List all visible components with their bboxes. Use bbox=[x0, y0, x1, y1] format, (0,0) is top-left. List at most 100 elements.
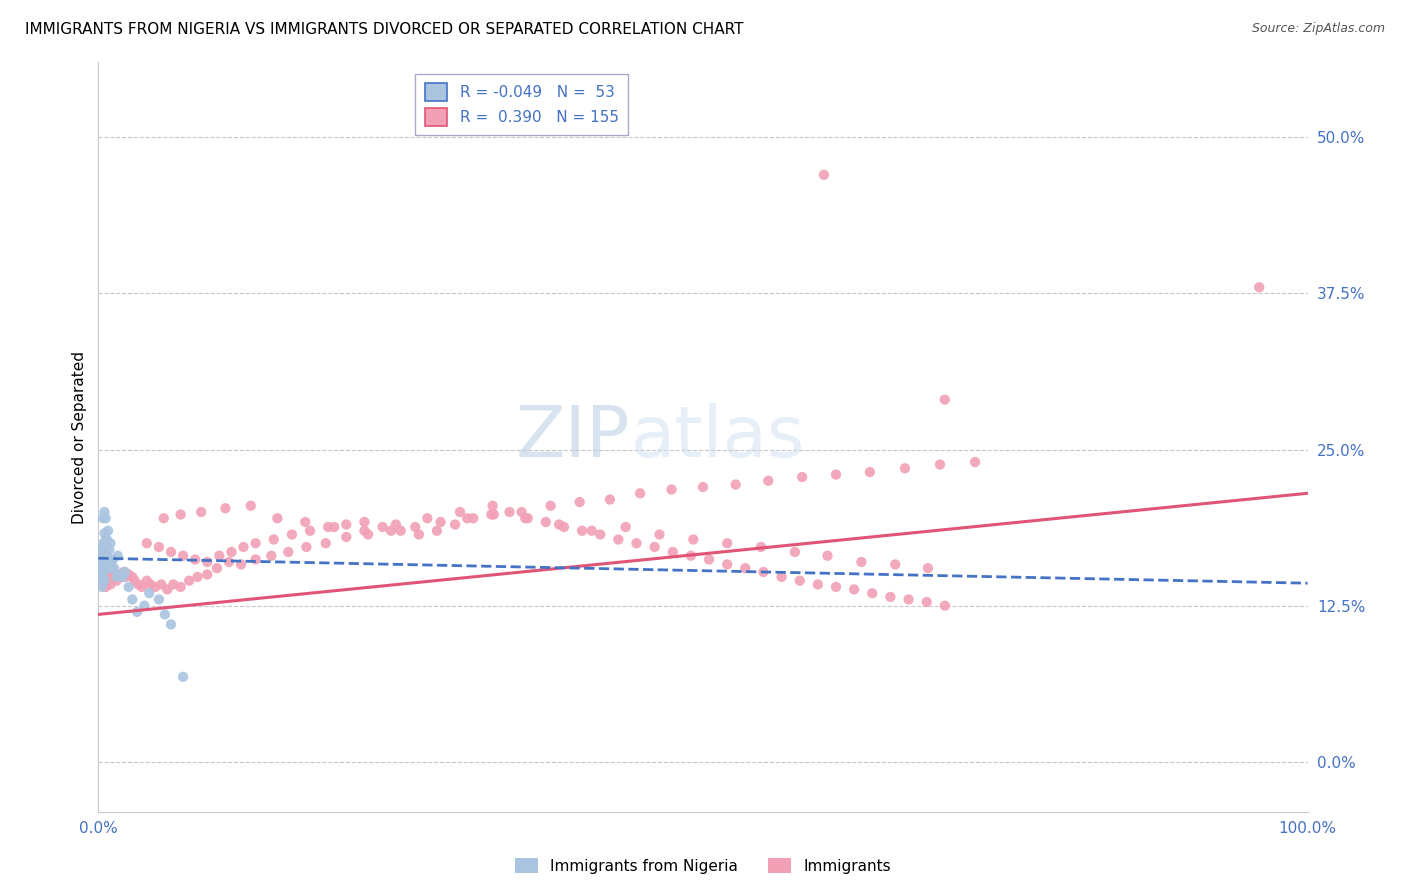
Point bbox=[456, 511, 478, 525]
Point bbox=[648, 527, 671, 541]
Point bbox=[389, 524, 412, 538]
Point bbox=[205, 561, 228, 575]
Point bbox=[91, 570, 114, 584]
Legend: Immigrants from Nigeria, Immigrants: Immigrants from Nigeria, Immigrants bbox=[509, 852, 897, 880]
Point bbox=[195, 555, 218, 569]
Point bbox=[97, 558, 120, 572]
Point bbox=[263, 533, 285, 547]
Point bbox=[825, 467, 848, 482]
Text: IMMIGRANTS FROM NIGERIA VS IMMIGRANTS DIVORCED OR SEPARATED CORRELATION CHART: IMMIGRANTS FROM NIGERIA VS IMMIGRANTS DI… bbox=[25, 22, 744, 37]
Point bbox=[813, 168, 835, 182]
Point bbox=[245, 536, 267, 550]
Point bbox=[548, 517, 571, 532]
Point bbox=[626, 536, 648, 550]
Point bbox=[94, 561, 117, 575]
Point bbox=[607, 533, 630, 547]
Point bbox=[416, 511, 439, 525]
Point bbox=[644, 540, 666, 554]
Point bbox=[89, 570, 111, 584]
Point bbox=[98, 565, 121, 579]
Point bbox=[716, 558, 738, 572]
Point bbox=[859, 465, 882, 479]
Point bbox=[91, 577, 114, 591]
Point bbox=[482, 508, 505, 522]
Point bbox=[179, 574, 201, 588]
Point bbox=[100, 561, 122, 575]
Point bbox=[138, 586, 160, 600]
Point bbox=[195, 567, 218, 582]
Point bbox=[127, 605, 149, 619]
Point bbox=[408, 527, 430, 541]
Point bbox=[143, 580, 166, 594]
Point bbox=[357, 527, 380, 541]
Y-axis label: Divorced or Separated: Divorced or Separated bbox=[72, 351, 87, 524]
Point bbox=[101, 570, 124, 584]
Point bbox=[162, 577, 184, 591]
Point bbox=[139, 577, 162, 591]
Point bbox=[783, 545, 806, 559]
Point bbox=[93, 545, 115, 559]
Point bbox=[353, 524, 375, 538]
Point bbox=[752, 565, 775, 579]
Point bbox=[89, 555, 111, 569]
Point bbox=[614, 520, 637, 534]
Point bbox=[91, 558, 114, 572]
Point bbox=[380, 524, 402, 538]
Point bbox=[91, 580, 114, 594]
Point bbox=[90, 567, 112, 582]
Point bbox=[929, 458, 952, 472]
Text: ZIP: ZIP bbox=[516, 402, 630, 472]
Point bbox=[294, 515, 316, 529]
Point bbox=[568, 495, 591, 509]
Point bbox=[516, 511, 538, 525]
Point bbox=[825, 580, 848, 594]
Point bbox=[295, 540, 318, 554]
Point bbox=[260, 549, 283, 563]
Point bbox=[498, 505, 520, 519]
Text: Source: ZipAtlas.com: Source: ZipAtlas.com bbox=[1251, 22, 1385, 36]
Point bbox=[661, 483, 683, 497]
Point bbox=[353, 515, 375, 529]
Point bbox=[108, 567, 131, 582]
Point bbox=[510, 505, 533, 519]
Point bbox=[323, 520, 346, 534]
Point bbox=[91, 558, 114, 572]
Point bbox=[100, 567, 122, 582]
Point bbox=[90, 558, 112, 572]
Point bbox=[540, 499, 562, 513]
Point bbox=[770, 570, 793, 584]
Point bbox=[860, 586, 883, 600]
Point bbox=[90, 549, 112, 563]
Point bbox=[127, 577, 149, 591]
Point bbox=[851, 555, 873, 569]
Point bbox=[756, 474, 779, 488]
Point bbox=[481, 508, 503, 522]
Point bbox=[105, 574, 128, 588]
Point bbox=[111, 570, 134, 584]
Point bbox=[94, 580, 117, 594]
Point bbox=[897, 592, 920, 607]
Point bbox=[281, 527, 304, 541]
Point bbox=[104, 570, 127, 584]
Point bbox=[96, 555, 118, 569]
Point bbox=[599, 492, 621, 507]
Point bbox=[156, 582, 179, 597]
Point bbox=[628, 486, 651, 500]
Point bbox=[232, 540, 254, 554]
Point bbox=[103, 561, 125, 575]
Point bbox=[724, 477, 747, 491]
Point bbox=[89, 552, 111, 566]
Point bbox=[915, 595, 938, 609]
Point bbox=[589, 527, 612, 541]
Point bbox=[208, 549, 231, 563]
Point bbox=[965, 455, 987, 469]
Point bbox=[100, 555, 122, 569]
Point bbox=[91, 570, 114, 584]
Point bbox=[148, 540, 170, 554]
Point bbox=[229, 558, 252, 572]
Point bbox=[94, 549, 117, 563]
Point bbox=[190, 505, 212, 519]
Point bbox=[581, 524, 603, 538]
Point bbox=[107, 570, 129, 584]
Point bbox=[426, 524, 449, 538]
